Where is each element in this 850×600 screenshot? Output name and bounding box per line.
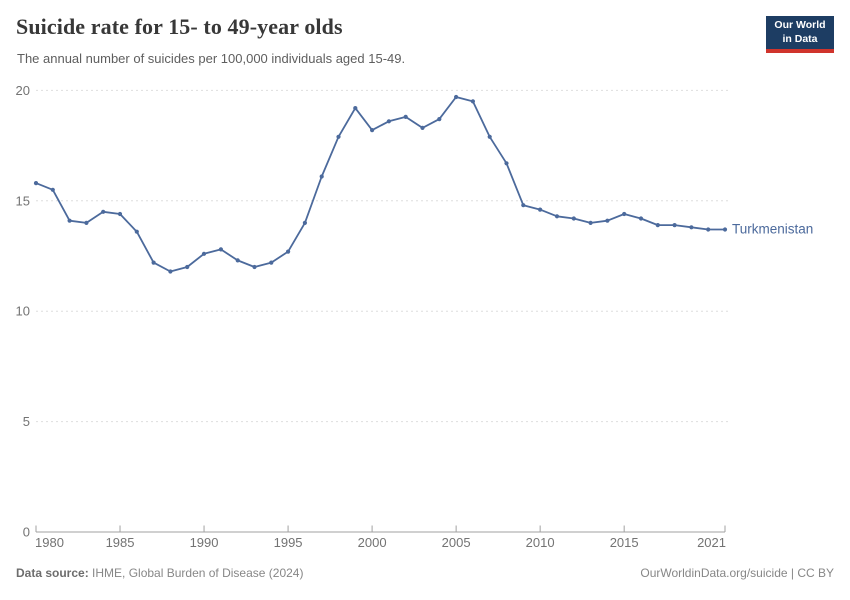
data-point-2019 xyxy=(689,225,694,230)
data-point-1990 xyxy=(201,251,207,256)
data-point-1989 xyxy=(185,264,190,270)
data-point-1994 xyxy=(269,260,274,265)
data-point-1980 xyxy=(33,181,39,186)
data-point-2021 xyxy=(722,227,728,232)
chart-title: Suicide rate for 15- to 49-year olds xyxy=(16,14,343,39)
owid-logo: Our World in Data xyxy=(766,16,834,53)
data-point-1993 xyxy=(252,264,257,270)
data-point-2003 xyxy=(420,125,425,130)
owid-logo-line2: in Data xyxy=(782,32,818,45)
data-point-2009 xyxy=(521,203,526,208)
data-point-2016 xyxy=(638,216,644,221)
y-tick-label-10: 10 xyxy=(16,304,30,319)
data-source-text: IHME, Global Burden of Disease (2024) xyxy=(88,566,304,580)
data-point-1992 xyxy=(235,258,240,263)
data-point-2010 xyxy=(538,207,543,212)
data-point-2018 xyxy=(672,223,677,228)
x-tick-label-2005: 2005 xyxy=(442,535,471,550)
data-point-2004 xyxy=(437,117,442,122)
data-point-2017 xyxy=(655,223,660,228)
owid-logo-red-bar xyxy=(766,49,834,53)
x-tick-label-2000: 2000 xyxy=(358,535,387,550)
data-point-2015 xyxy=(622,211,627,217)
y-tick-label-15: 15 xyxy=(16,193,30,208)
owid-logo-line1: Our World xyxy=(774,19,826,32)
x-tick-label-2021: 2021 xyxy=(697,535,726,550)
data-point-1999 xyxy=(353,106,358,111)
data-point-2014 xyxy=(605,218,610,223)
x-tick-label-2015: 2015 xyxy=(610,535,639,550)
chart-footer: Data source: IHME, Global Burden of Dise… xyxy=(0,566,850,580)
data-point-2013 xyxy=(588,220,593,225)
data-point-2020 xyxy=(706,227,711,232)
data-point-1998 xyxy=(336,134,341,139)
data-point-1995 xyxy=(286,249,291,254)
y-tick-label-20: 20 xyxy=(16,83,30,98)
data-point-2001 xyxy=(386,119,391,124)
data-point-2012 xyxy=(571,216,576,221)
x-tick-label-1985: 1985 xyxy=(106,535,135,550)
license-credit: OurWorldinData.org/suicide | CC BY xyxy=(640,566,834,580)
x-tick-label-1980: 1980 xyxy=(35,535,64,550)
data-source-label: Data source: xyxy=(16,566,89,580)
data-point-1987 xyxy=(151,260,156,265)
series-label-turkmenistan: Turkmenistan xyxy=(732,222,813,237)
data-point-2008 xyxy=(504,161,509,166)
y-tick-label-5: 5 xyxy=(23,414,30,429)
data-point-1988 xyxy=(168,269,173,274)
data-point-1984 xyxy=(101,209,106,214)
data-source-note: Data source: IHME, Global Burden of Dise… xyxy=(16,566,303,580)
series-line-turkmenistan xyxy=(35,96,726,273)
data-point-1981 xyxy=(50,187,55,192)
y-tick-label-0: 0 xyxy=(23,525,30,540)
x-tick-label-2010: 2010 xyxy=(526,535,555,550)
data-point-2002 xyxy=(403,114,408,119)
data-point-1997 xyxy=(319,174,324,179)
owid-logo-box: Our World in Data xyxy=(766,16,834,49)
data-point-2005 xyxy=(454,94,459,100)
chart-subtitle: The annual number of suicides per 100,00… xyxy=(17,51,406,66)
data-point-1982 xyxy=(67,218,72,223)
data-point-1983 xyxy=(84,220,89,225)
x-tick-label-1995: 1995 xyxy=(274,535,303,550)
data-point-2006 xyxy=(470,99,475,104)
data-point-1996 xyxy=(302,220,307,225)
data-point-1986 xyxy=(134,229,139,234)
data-point-1991 xyxy=(218,247,223,252)
data-point-1985 xyxy=(117,211,123,217)
data-point-2007 xyxy=(487,134,492,139)
data-point-2011 xyxy=(554,214,560,219)
x-tick-label-1990: 1990 xyxy=(190,535,219,550)
data-point-2000 xyxy=(370,128,375,133)
